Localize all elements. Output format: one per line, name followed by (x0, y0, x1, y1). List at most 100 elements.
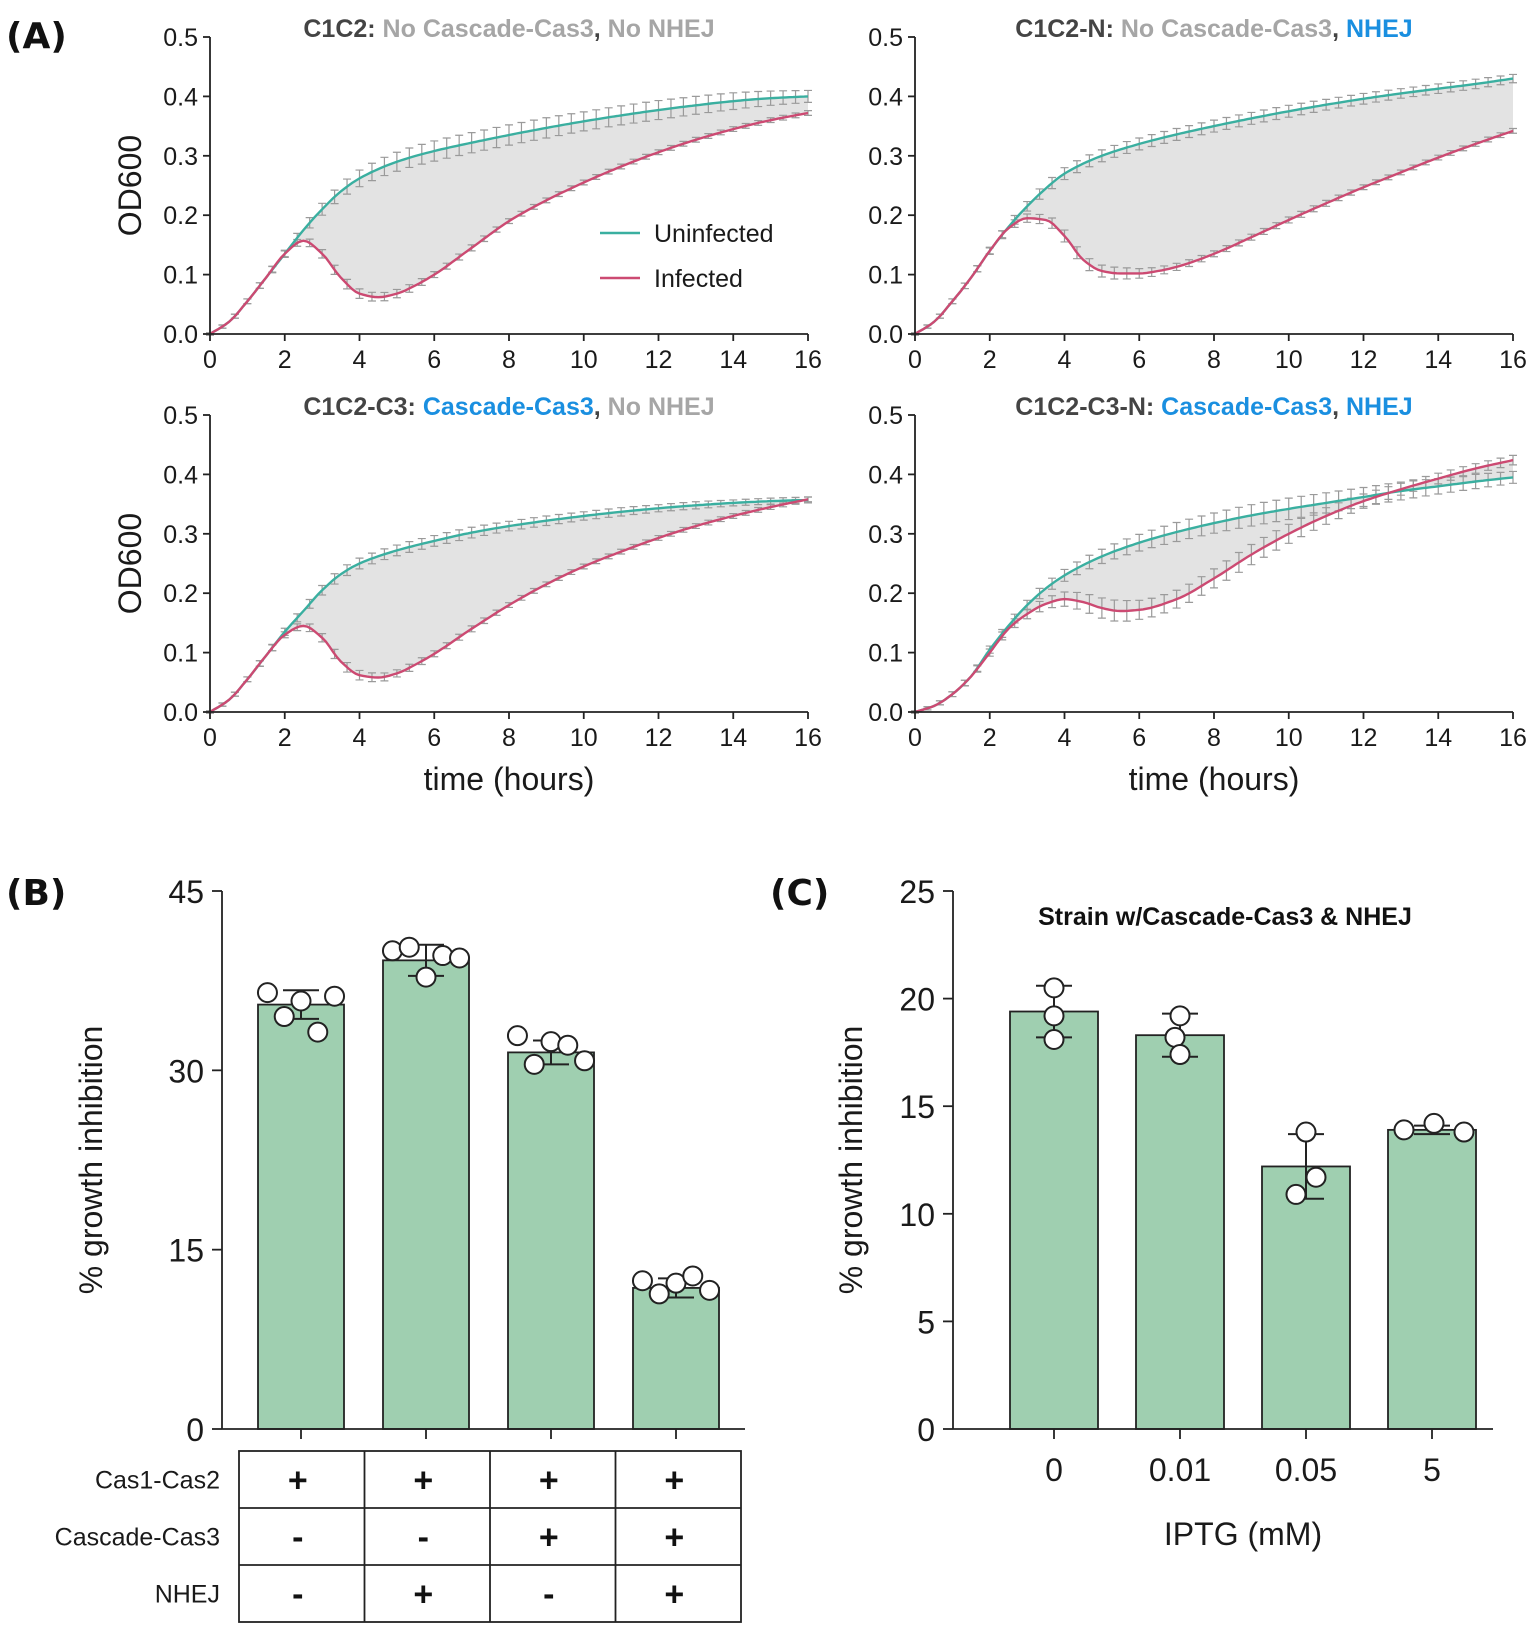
panel-title-part: No NHEJ (608, 393, 715, 421)
legend-uninfected-label: Uninfected (654, 220, 774, 248)
panel-title-part: C1C2: (303, 15, 382, 43)
panel-title-part: No Cascade-Cas3 (383, 15, 594, 43)
data-point (273, 1006, 295, 1028)
growth-chart-c1c2: 0.0 0.1 0.2 0.3 0.4 0.5 0 2 4 6 8 10 12 14 16 OD600 C1C2… (112, 15, 822, 374)
x-tick-label: 2 (278, 724, 292, 752)
x-tick-label: 14 (719, 724, 747, 752)
x-tick-label: 0.01 (1149, 1452, 1211, 1488)
x-tick-label: 6 (1132, 724, 1146, 752)
table-cell: - (543, 1576, 554, 1614)
y-tick-label: 0.2 (163, 580, 198, 608)
shaded-difference-area (915, 78, 1513, 334)
y-tick-label: 0.4 (163, 83, 198, 111)
bar (507, 1051, 595, 1430)
data-point (682, 1265, 704, 1287)
data-point (415, 966, 437, 988)
table-cell: - (292, 1576, 303, 1614)
y-axis-label: % growth inhibition (833, 1026, 869, 1295)
data-point (523, 1053, 545, 1075)
y-tick-label: 0.5 (868, 402, 903, 430)
growth-chart-c1c2-c3: 0.0 0.1 0.2 0.3 0.4 0.5 0 2 4 6 8 10 12 14 16 OD600 time… (112, 393, 822, 797)
bar (1135, 1034, 1225, 1430)
panel-title-part: Cascade-Cas3 (1161, 393, 1332, 421)
data-point (1169, 1044, 1191, 1066)
infected-curve (209, 111, 809, 336)
y-tick-label: 0.4 (163, 461, 198, 489)
x-tick-label: 4 (1058, 724, 1072, 752)
data-point (506, 1025, 528, 1047)
table-row-label: Cas1-Cas2 (95, 1467, 220, 1495)
x-tick-label: 14 (719, 346, 747, 374)
y-tick-label: 0.5 (868, 24, 903, 52)
chart-subtitle: Strain w/Cascade-Cas3 & NHEJ (1038, 903, 1412, 931)
y-tick-label: 0.5 (163, 402, 198, 430)
data-point (290, 990, 312, 1012)
table-cell: - (292, 1519, 303, 1557)
bar (1009, 1010, 1099, 1430)
legend: Uninfected Infected (600, 220, 774, 293)
x-tick-label: 14 (1424, 724, 1452, 752)
data-point (1295, 1121, 1317, 1143)
x-tick-label: 14 (1424, 346, 1452, 374)
panel-title: C1C2: No Cascade-Cas3, No NHEJ (303, 15, 714, 43)
y-tick-label: 5 (917, 1304, 935, 1340)
data-point (1164, 1026, 1186, 1048)
panel-title: C1C2-C3-N: Cascade-Cas3, NHEJ (1015, 393, 1412, 421)
y-tick-label: 30 (168, 1053, 204, 1089)
x-tick-label: 8 (1207, 346, 1221, 374)
panel-title-part: No Cascade-Cas3 (1121, 15, 1332, 43)
table-cell: + (413, 1576, 433, 1614)
x-tick-label: 5 (1423, 1452, 1441, 1488)
data-point (540, 1031, 562, 1053)
bar-chart-c: 0 0.01 0.05 5 0 5 10 15 20 25 % growth inhibition I… (833, 874, 1493, 1552)
table-cell: + (539, 1462, 559, 1500)
panel-title-part: , (594, 15, 608, 43)
x-tick-label: 12 (645, 724, 673, 752)
x-tick-label: 16 (794, 724, 822, 752)
x-tick-label: 12 (1350, 724, 1378, 752)
uninfected-curve (209, 498, 809, 714)
x-tick-label: 6 (427, 724, 441, 752)
data-point (449, 947, 471, 969)
panel-title-part: C1C2-C3: (303, 393, 422, 421)
y-tick-label: 0.2 (868, 202, 903, 230)
y-tick-label: 0 (917, 1412, 935, 1448)
data-point (1043, 1028, 1065, 1050)
x-tick-label: 16 (1499, 724, 1527, 752)
panel-label-a: (A) (6, 16, 67, 57)
y-tick-label: 0.3 (868, 143, 903, 171)
y-tick-label: 0.5 (163, 24, 198, 52)
data-point (1285, 1183, 1307, 1205)
data-point (631, 1270, 653, 1292)
x-tick-label: 8 (1207, 724, 1221, 752)
uninfected-error-bar (1509, 73, 1517, 84)
x-tick-label: 16 (1499, 346, 1527, 374)
x-tick-label: 4 (353, 724, 367, 752)
panel-title-part: No NHEJ (608, 15, 715, 43)
data-point (1043, 977, 1065, 999)
uninfected-curve (209, 95, 809, 336)
panel-title-part: C1C2-N: (1015, 15, 1121, 43)
y-tick-label: 0.3 (868, 521, 903, 549)
table-cell: + (664, 1519, 684, 1557)
x-axis-label: time (hours) (424, 761, 595, 797)
panel-title-part: NHEJ (1346, 393, 1413, 421)
growth-chart-c1c2-n: 0.0 0.1 0.2 0.3 0.4 0.5 0 2 4 6 8 10 12 14 16 C1C2-N: N… (868, 15, 1527, 374)
x-tick-label: 10 (570, 346, 598, 374)
y-axis-label: OD600 (112, 513, 148, 614)
panel-title: C1C2-N: No Cascade-Cas3, NHEJ (1015, 15, 1412, 43)
data-point (1043, 1005, 1065, 1027)
data-point (574, 1050, 596, 1072)
data-point (557, 1034, 579, 1056)
y-tick-label: 20 (899, 982, 935, 1018)
panel-label-c: (C) (770, 873, 829, 914)
x-tick-label: 0 (908, 346, 922, 374)
y-tick-label: 0.0 (163, 699, 198, 727)
infected-curve (914, 458, 1514, 714)
data-point (324, 985, 346, 1007)
panel-title-part: , (1332, 15, 1346, 43)
growth-chart-c1c2-c3-n: 0.0 0.1 0.2 0.3 0.4 0.5 0 2 4 6 8 10 12 14 16 time (hou… (868, 393, 1527, 797)
data-point (699, 1279, 721, 1301)
y-tick-label: 0.4 (868, 83, 903, 111)
y-tick-label: 0.0 (868, 699, 903, 727)
